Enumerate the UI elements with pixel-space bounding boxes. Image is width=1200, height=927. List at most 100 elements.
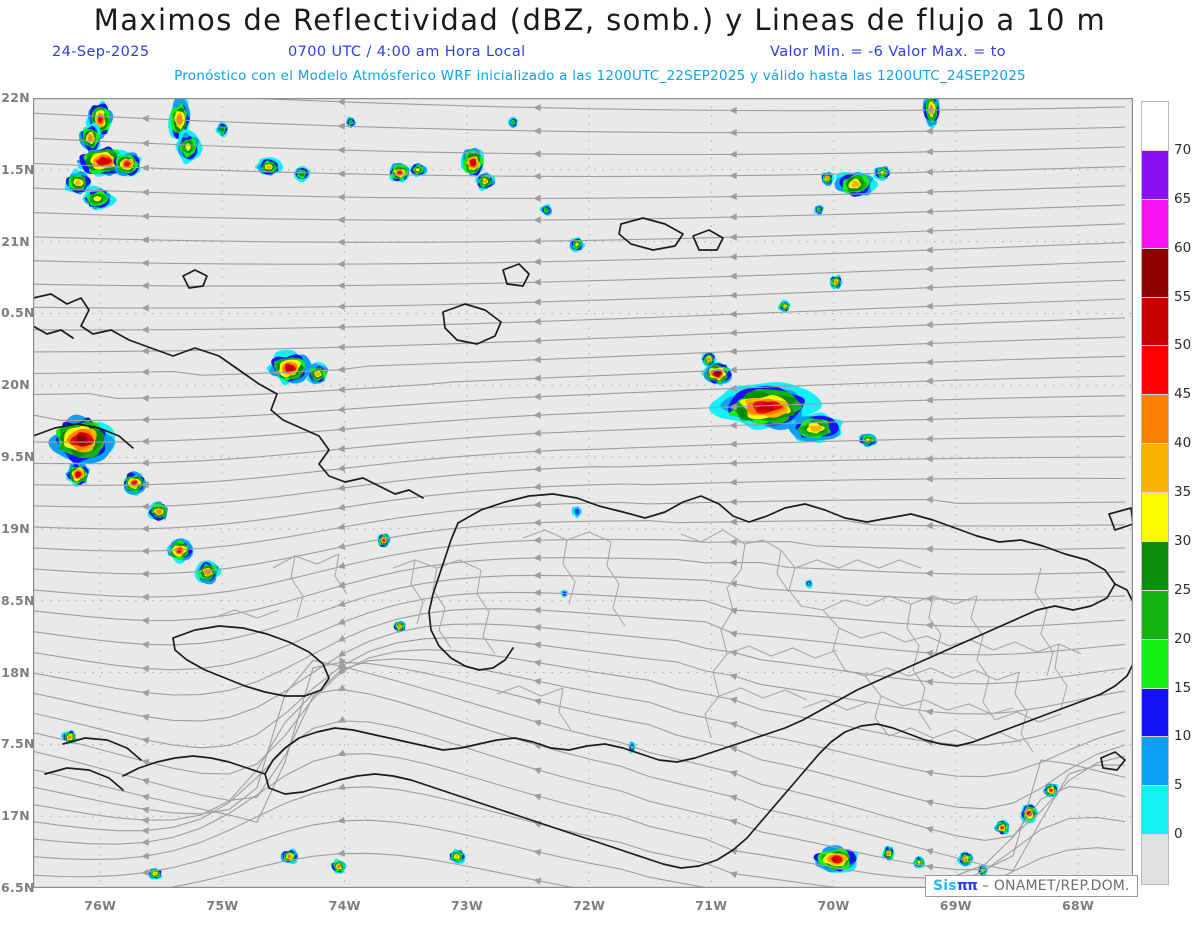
streamline-arrow xyxy=(925,475,933,483)
streamline-arrow xyxy=(729,630,738,638)
streamline xyxy=(33,375,1126,421)
reflectivity-contour xyxy=(808,425,823,432)
streamline-arrow xyxy=(141,114,149,123)
logo-sis-text: Sis xyxy=(933,878,957,894)
reflectivity-contour xyxy=(575,509,579,514)
streamline-arrow xyxy=(729,272,737,280)
attribution-logo: Sis ππ – ONAMET/REP.DOM. xyxy=(925,875,1138,897)
streamline-arrow xyxy=(533,554,541,562)
streamline-arrow xyxy=(533,194,541,203)
plot-frame xyxy=(33,98,1133,888)
reflectivity-contour xyxy=(807,582,811,586)
colorbar-segment-15 xyxy=(1142,688,1168,738)
streamline-arrow xyxy=(533,849,542,857)
streamline-arrow xyxy=(141,641,150,649)
streamline-arrow xyxy=(337,260,345,268)
map-plot-area xyxy=(33,98,1133,888)
lat-tick-17N: 17N xyxy=(1,808,30,824)
colorbar-segment-10 xyxy=(1142,737,1168,787)
colorbar-tick-50: 50 xyxy=(1174,337,1192,354)
lon-tick-69W: 69W xyxy=(939,898,972,913)
lat-tick-21N: 21N xyxy=(1,233,30,249)
streamline-arrow xyxy=(141,793,150,801)
colorbar-tick-20: 20 xyxy=(1174,630,1192,647)
streamline-arrow xyxy=(729,745,738,753)
streamline-arrow xyxy=(925,415,933,423)
reflectivity-contour xyxy=(123,161,131,167)
streamline-arrow xyxy=(337,783,346,791)
streamline-arrow xyxy=(337,635,346,642)
reflectivity-contour xyxy=(398,625,402,628)
reflectivity-contour xyxy=(97,115,104,124)
lat-tick-16.5N: 16.5N xyxy=(0,880,35,895)
streamline-arrow xyxy=(141,188,149,196)
reflectivity-contour xyxy=(917,860,921,864)
lon-tick-76W: 76W xyxy=(84,898,117,913)
streamline xyxy=(33,260,1126,287)
streamline-arrow xyxy=(925,649,934,657)
colorbar-tick-10: 10 xyxy=(1174,728,1192,745)
streamline-arrow xyxy=(141,525,149,533)
streamline xyxy=(33,477,1126,530)
colorbar-segment-50 xyxy=(1142,346,1168,396)
streamline-arrow xyxy=(337,484,346,492)
streamline-arrow xyxy=(141,304,149,312)
reflectivity-contour xyxy=(1049,789,1053,792)
value-minmax: Valor Min. = -6 Valor Max. = to xyxy=(770,44,1006,60)
streamline-arrow xyxy=(141,816,150,825)
streamline-arrow xyxy=(141,368,149,376)
streamline-arrow xyxy=(141,689,150,697)
streamline-arrow xyxy=(533,172,541,180)
streamline xyxy=(33,223,1126,243)
streamline-arrow xyxy=(141,852,149,860)
streamline-arrow xyxy=(729,150,737,158)
streamline-arrow xyxy=(925,321,933,329)
streamline-arrow xyxy=(729,253,737,261)
streamline-arrow xyxy=(533,641,542,649)
streamline-arrow xyxy=(729,720,738,728)
reflectivity-contour xyxy=(482,179,488,184)
streamline-arrow xyxy=(729,440,737,448)
streamline-arrow xyxy=(533,237,541,245)
streamline-arrow xyxy=(337,323,345,331)
streamline-arrow xyxy=(729,403,737,411)
streamline-arrow xyxy=(141,416,149,424)
streamline-arrow xyxy=(925,495,933,504)
streamline-arrow xyxy=(729,794,738,802)
reflectivity-contour xyxy=(220,128,225,132)
streamline-arrow xyxy=(729,421,737,429)
streamline-arrow xyxy=(533,877,542,885)
page-title: Maximos de Reflectividad (dBZ, somb.) y … xyxy=(93,3,1107,37)
streamline-arrow xyxy=(729,580,737,588)
streamline-arrow xyxy=(141,236,149,244)
reflectivity-contour xyxy=(75,179,81,186)
reflectivity-contour xyxy=(1000,826,1004,830)
streamline-arrow xyxy=(729,366,737,374)
streamline xyxy=(33,720,1126,871)
streamline-arrow xyxy=(533,216,541,224)
streamline xyxy=(33,185,1126,199)
streamline-arrow xyxy=(925,127,933,135)
streamline-arrow xyxy=(533,150,541,158)
lat-tick-22N: 22N xyxy=(1,90,30,105)
streamline-arrow xyxy=(337,385,345,394)
streamline-arrow xyxy=(141,459,149,467)
reflectivity-contour xyxy=(131,480,138,486)
streamline-arrow xyxy=(925,569,933,578)
streamline-arrow xyxy=(141,593,149,601)
colorbar-segment-25 xyxy=(1142,590,1168,640)
streamline-arrow xyxy=(533,317,541,326)
lat-tick-21.5N: 21.5N xyxy=(0,161,35,177)
streamline-arrow xyxy=(533,659,542,667)
streamline-arrow xyxy=(141,164,149,172)
streamline-arrow xyxy=(533,483,541,491)
streamline-arrow xyxy=(141,665,150,673)
reflectivity-contour xyxy=(397,170,402,175)
colorbar-segment-65 xyxy=(1142,199,1168,249)
colorbar-tick-65: 65 xyxy=(1174,190,1192,207)
lat-tick-20.5N: 20.5N xyxy=(0,305,35,321)
colorbar-segment-0 xyxy=(1142,835,1168,884)
streamline-arrow xyxy=(337,661,346,668)
header: Maximos de Reflectividad (dBZ, somb.) y … xyxy=(0,0,1200,92)
